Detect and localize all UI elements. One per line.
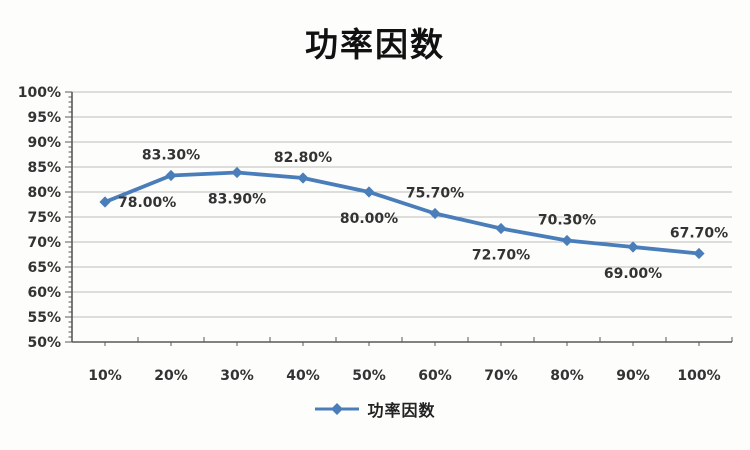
data-point-marker <box>165 169 177 182</box>
data-point-marker <box>429 207 441 220</box>
data-point-marker <box>231 166 243 179</box>
y-axis-tick-label: 60% <box>27 285 61 301</box>
x-axis-tick-label: 80% <box>550 368 584 384</box>
x-axis-tick-label: 50% <box>352 368 386 384</box>
data-label: 72.70% <box>472 248 530 264</box>
data-label: 78.00% <box>118 195 176 211</box>
data-label: 67.70% <box>670 226 728 242</box>
x-axis-tick-label: 10% <box>88 368 122 384</box>
y-axis-tick-label: 65% <box>27 260 61 276</box>
y-axis-tick-label: 75% <box>27 210 61 226</box>
y-axis-tick-label: 85% <box>27 160 61 176</box>
data-label: 83.30% <box>142 148 200 164</box>
x-axis-tick-label: 30% <box>220 368 254 384</box>
data-label: 82.80% <box>274 150 332 166</box>
y-axis-tick-label: 95% <box>27 110 61 126</box>
x-axis-tick-label: 70% <box>484 368 518 384</box>
y-axis-tick-label: 100% <box>18 85 61 101</box>
x-axis-tick-label: 60% <box>418 368 452 384</box>
series-line <box>103 170 701 256</box>
y-axis-tick-label: 70% <box>27 235 61 251</box>
chart-title: 功率因数 <box>305 25 445 64</box>
y-axis-tick-label: 55% <box>27 310 61 326</box>
data-point-marker <box>495 222 507 235</box>
x-axis-tick-label: 20% <box>154 368 188 384</box>
y-axis-tick-label: 80% <box>27 185 61 201</box>
y-axis-tick-label: 90% <box>27 135 61 151</box>
data-label: 83.90% <box>208 192 266 208</box>
legend-series-label: 功率因数 <box>367 401 436 420</box>
data-point-marker <box>363 186 375 198</box>
y-axis-tick-label: 50% <box>27 335 61 351</box>
data-point-marker <box>99 196 111 208</box>
data-point-marker <box>693 247 705 260</box>
x-axis-tick-label: 100% <box>677 368 720 384</box>
data-point-marker <box>627 241 639 253</box>
legend-series-marker-icon <box>315 403 360 415</box>
x-axis-tick-label: 90% <box>616 368 650 384</box>
data-label: 70.30% <box>538 213 596 229</box>
data-label: 80.00% <box>340 211 398 227</box>
legend: 功率因数 <box>0 394 750 424</box>
data-point-marker <box>561 234 573 247</box>
data-label: 69.00% <box>604 266 662 282</box>
x-axis-tick-label: 40% <box>286 368 320 384</box>
data-point-marker <box>297 172 309 184</box>
data-label: 75.70% <box>406 186 464 202</box>
